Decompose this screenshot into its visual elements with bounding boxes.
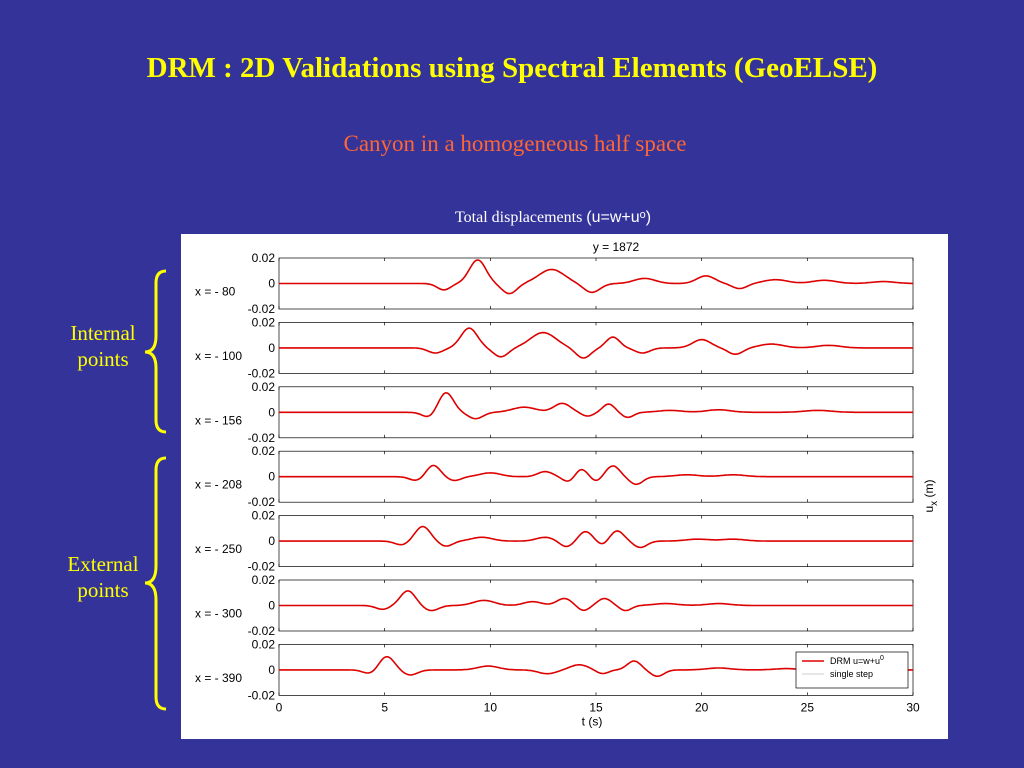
panel-0-ytick-2: -0.02 [248,302,276,316]
external-label-line2: points [77,578,129,602]
panel-0-ytick-0: 0.02 [252,251,276,265]
panel-5-ytick-1: 0 [268,599,275,613]
slide-subtitle: Canyon in a homogeneous half space [343,131,687,156]
trace-5 [279,590,913,612]
legend-entry-1: single step [830,669,873,679]
x-tick-label-1: 5 [381,700,388,714]
external-brace [144,456,167,711]
internal-label-line1: Internal [70,321,136,345]
x-tick-label-6: 30 [906,700,920,714]
panel-label-1: x = - 100 [195,349,242,363]
panel-label-0: x = - 80 [195,285,236,299]
x-tick-label-4: 20 [695,700,709,714]
external-label-line1: External [67,552,139,576]
trace-0 [279,259,913,295]
panel-3-ytick-0: 0.02 [252,444,276,458]
y-axis-label-sub: x [929,501,940,506]
x-tick-label-5: 25 [801,700,815,714]
x-tick-label-2: 10 [484,700,498,714]
y-axis-label: ux (m) [922,479,940,512]
panel-4-ytick-0: 0.02 [252,509,276,523]
internal-brace [144,269,167,434]
panel-2-ytick-0: 0.02 [252,380,276,394]
y-axis-label-main: u [922,506,936,513]
panel-4-ytick-2: -0.02 [248,560,276,574]
trace-3 [279,464,913,486]
x-tick-label-0: 0 [276,700,283,714]
legend-entry-0-text: DRM u=w+u [830,656,880,666]
panel-2-ytick-1: 0 [268,405,275,419]
panel-label-4: x = - 250 [195,542,242,556]
trace-1 [279,327,913,359]
legend-entry-0: DRM u=w+u0 [830,655,884,666]
internal-label-line2: points [77,347,129,371]
panel-1-ytick-0: 0.02 [252,315,276,329]
chart-caption-formula: (u=w+uᵒ) [586,209,652,226]
trace-4 [279,525,913,549]
panel-label-3: x = - 208 [195,478,242,492]
panel-0-ytick-1: 0 [268,277,275,291]
panel-6-ytick-2: -0.02 [248,688,276,702]
plot-panel: y = 1872 0.02 0 -0.02 x = - 80 0.02 0 -0.02 x = … [181,234,948,739]
external-points-label: External points [48,551,158,603]
panel-1-ytick-2: -0.02 [248,366,276,380]
legend-box [795,651,909,689]
panel-label-2: x = - 156 [195,413,242,427]
panel-6-ytick-1: 0 [268,663,275,677]
chart-caption: Total displacements (u=w+uᵒ) [455,209,651,227]
panel-1-ytick-1: 0 [268,341,275,355]
y-axis-label-unit: (m) [922,479,936,500]
panel-4-ytick-1: 0 [268,534,275,548]
trace-2 [279,392,913,420]
panel-5-ytick-2: -0.02 [248,624,276,638]
panel-3-ytick-2: -0.02 [248,495,276,509]
panel-5-ytick-0: 0.02 [252,573,276,587]
group-braces [144,269,167,711]
legend-entry-0-sup: 0 [880,655,884,662]
panel-6-ytick-0: 0.02 [252,637,276,651]
chart-caption-text: Total displacements [455,209,587,226]
legend-entry-1-text: single step [830,669,873,679]
internal-points-label: Internal points [48,320,158,372]
x-axis-label: t (s) [582,714,603,728]
panel-2-ytick-2: -0.02 [248,431,276,445]
panel-label-5: x = - 300 [195,607,242,621]
panel-3-ytick-1: 0 [268,470,275,484]
x-tick-label-3: 15 [589,700,603,714]
chart-top-label: y = 1872 [593,240,640,254]
panel-label-6: x = - 390 [195,671,242,685]
slide-title: DRM : 2D Validations using Spectral Elem… [146,52,878,84]
